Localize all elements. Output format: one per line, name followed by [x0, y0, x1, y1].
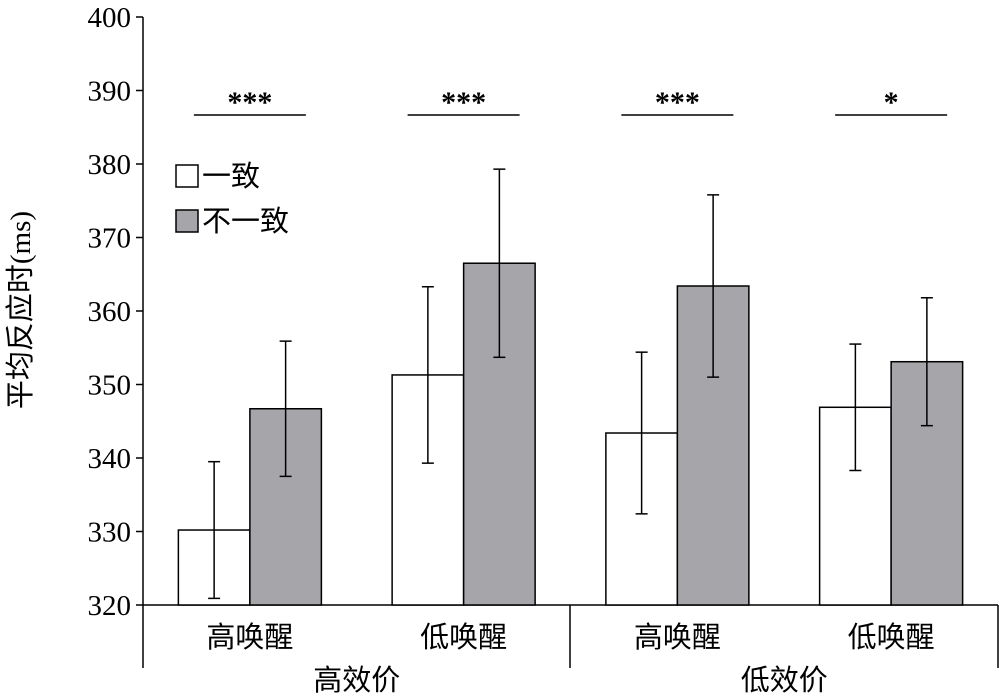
significance-stars: ***	[655, 86, 700, 119]
y-tick-label: 400	[88, 2, 132, 34]
y-tick-label: 350	[88, 370, 132, 402]
y-axis-label: 平均反应时(ms)	[4, 211, 37, 409]
group-label: 低效价	[741, 664, 828, 697]
legend-swatch	[175, 209, 199, 233]
legend-label: 不一致	[202, 205, 289, 238]
y-tick-label: 370	[88, 223, 132, 255]
x-tick-label: 低唤醒	[420, 621, 507, 654]
legend-swatch	[175, 164, 199, 188]
legend-label: 一致	[202, 160, 260, 193]
y-tick-label: 320	[88, 590, 132, 622]
x-tick-label: 高唤醒	[206, 621, 293, 654]
group-label: 高效价	[313, 664, 400, 697]
y-tick-label: 380	[88, 149, 132, 181]
x-tick-label: 低唤醒	[848, 621, 935, 654]
x-tick-label: 高唤醒	[634, 621, 721, 654]
y-tick-label: 360	[88, 296, 132, 328]
significance-stars: *	[884, 86, 899, 119]
y-tick-label: 330	[88, 517, 132, 549]
y-tick-label: 340	[88, 443, 132, 475]
significance-stars: ***	[227, 86, 272, 119]
y-tick-label: 390	[88, 76, 132, 108]
significance-stars: ***	[441, 86, 486, 119]
